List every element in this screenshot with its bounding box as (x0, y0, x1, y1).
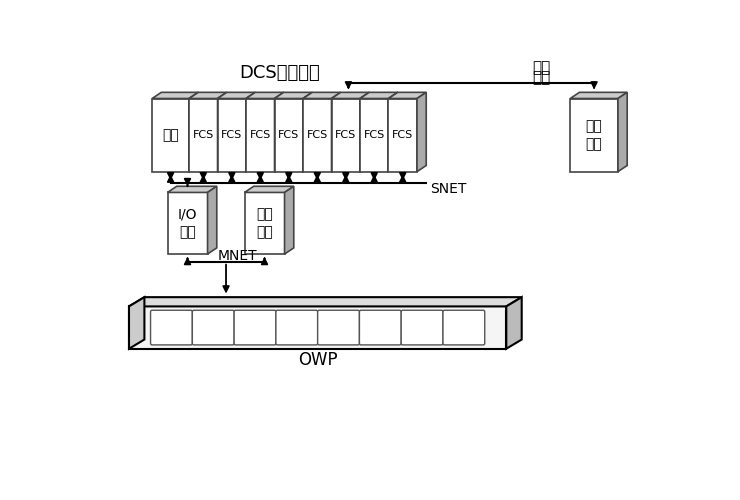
Text: FCS: FCS (363, 130, 385, 140)
Polygon shape (129, 297, 522, 306)
FancyBboxPatch shape (192, 310, 234, 345)
Polygon shape (152, 92, 198, 98)
Polygon shape (571, 98, 618, 172)
FancyBboxPatch shape (401, 310, 443, 345)
Text: 网关: 网关 (162, 128, 179, 142)
Polygon shape (246, 92, 283, 98)
Text: FCS: FCS (306, 130, 328, 140)
Polygon shape (360, 98, 388, 172)
Polygon shape (218, 92, 255, 98)
Polygon shape (506, 297, 522, 349)
Polygon shape (360, 92, 397, 98)
FancyBboxPatch shape (317, 310, 360, 345)
Polygon shape (360, 92, 369, 172)
Text: FCS: FCS (192, 130, 214, 140)
Text: FCS: FCS (221, 130, 243, 140)
Polygon shape (285, 186, 294, 254)
Polygon shape (129, 297, 144, 349)
Text: 计算
服务: 计算 服务 (256, 207, 273, 240)
Text: FCS: FCS (249, 130, 271, 140)
Polygon shape (303, 92, 312, 172)
Polygon shape (246, 92, 255, 172)
Polygon shape (332, 92, 369, 98)
FancyBboxPatch shape (443, 310, 485, 345)
Polygon shape (189, 98, 218, 172)
Polygon shape (218, 92, 226, 172)
Polygon shape (303, 92, 340, 98)
Polygon shape (303, 98, 332, 172)
Polygon shape (218, 98, 246, 172)
Polygon shape (207, 186, 217, 254)
Text: OWP: OWP (297, 350, 337, 368)
Text: DCS系统内部: DCS系统内部 (239, 64, 320, 82)
Text: 线缆: 线缆 (532, 70, 550, 85)
Polygon shape (417, 92, 426, 172)
Polygon shape (167, 192, 207, 254)
Polygon shape (618, 92, 628, 172)
Text: 信号: 信号 (532, 60, 550, 75)
Polygon shape (332, 92, 340, 172)
Text: SNET: SNET (430, 182, 466, 196)
Polygon shape (189, 92, 226, 98)
Text: FCS: FCS (278, 130, 300, 140)
Polygon shape (244, 186, 294, 192)
Text: FCS: FCS (335, 130, 357, 140)
FancyBboxPatch shape (360, 310, 401, 345)
Polygon shape (129, 306, 506, 349)
Polygon shape (275, 98, 303, 172)
Polygon shape (275, 92, 312, 98)
FancyBboxPatch shape (234, 310, 276, 345)
Text: FCS: FCS (392, 130, 414, 140)
Polygon shape (388, 98, 417, 172)
FancyBboxPatch shape (276, 310, 317, 345)
Polygon shape (275, 92, 283, 172)
Text: 测试
装置: 测试 装置 (585, 119, 602, 152)
Polygon shape (152, 98, 189, 172)
Polygon shape (167, 186, 217, 192)
Text: I/O
服务: I/O 服务 (178, 207, 198, 240)
Polygon shape (246, 98, 275, 172)
Polygon shape (332, 98, 360, 172)
Polygon shape (388, 92, 397, 172)
Polygon shape (388, 92, 426, 98)
Polygon shape (571, 92, 628, 98)
Text: MNET: MNET (218, 248, 258, 262)
Polygon shape (189, 92, 198, 172)
FancyBboxPatch shape (150, 310, 192, 345)
Polygon shape (244, 192, 285, 254)
